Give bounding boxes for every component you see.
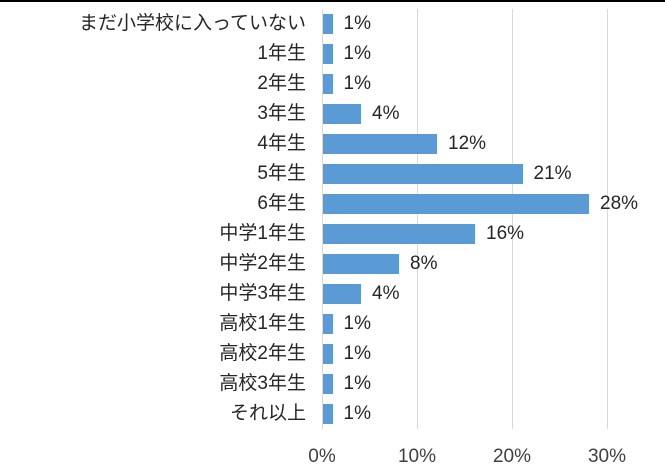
category-label: 高校2年生 [219,343,306,364]
category-label: 高校3年生 [219,373,306,394]
value-label: 12% [448,133,487,154]
x-tick-label: 30% [587,446,627,467]
value-label: 1% [343,13,371,34]
bar [323,344,333,364]
category-label: 3年生 [257,103,306,124]
gridline-30pct [607,9,608,429]
value-label: 4% [372,283,400,304]
category-label: 中学3年生 [219,283,306,304]
category-label: 高校1年生 [219,313,306,334]
bar [323,314,333,334]
value-label: 1% [343,373,371,394]
value-label: 4% [372,103,400,124]
category-label: 5年生 [257,163,306,184]
value-label: 8% [410,253,438,274]
value-label: 28% [600,193,639,214]
category-label: 6年生 [257,193,306,214]
x-tick-label: 10% [397,446,437,467]
bar [323,374,333,394]
bar [323,134,437,154]
bar [323,74,333,94]
bar [323,14,333,34]
value-label: 1% [343,313,371,334]
category-label: それ以上 [229,403,306,424]
value-label: 21% [533,163,572,184]
bar [323,284,361,304]
gridline-20pct [512,9,513,429]
value-label: 1% [343,403,371,424]
category-label: まだ小学校に入っていない [78,13,306,34]
x-tick-label: 20% [492,446,532,467]
value-label: 1% [343,73,371,94]
category-label: 2年生 [257,73,306,94]
value-label: 1% [343,43,371,64]
bar [323,404,333,424]
category-label: 中学2年生 [219,253,306,274]
value-label: 1% [343,343,371,364]
bar [323,194,589,214]
category-label: 4年生 [257,133,306,154]
bar [323,224,475,244]
bar [323,164,523,184]
value-label: 16% [486,223,525,244]
category-label: 中学1年生 [219,223,306,244]
gridline-0pct [322,9,323,429]
bar [323,254,399,274]
bar [323,104,361,124]
x-tick-label: 0% [308,446,336,467]
gridline-10pct [417,9,418,429]
bar [323,44,333,64]
category-label: 1年生 [257,43,306,64]
